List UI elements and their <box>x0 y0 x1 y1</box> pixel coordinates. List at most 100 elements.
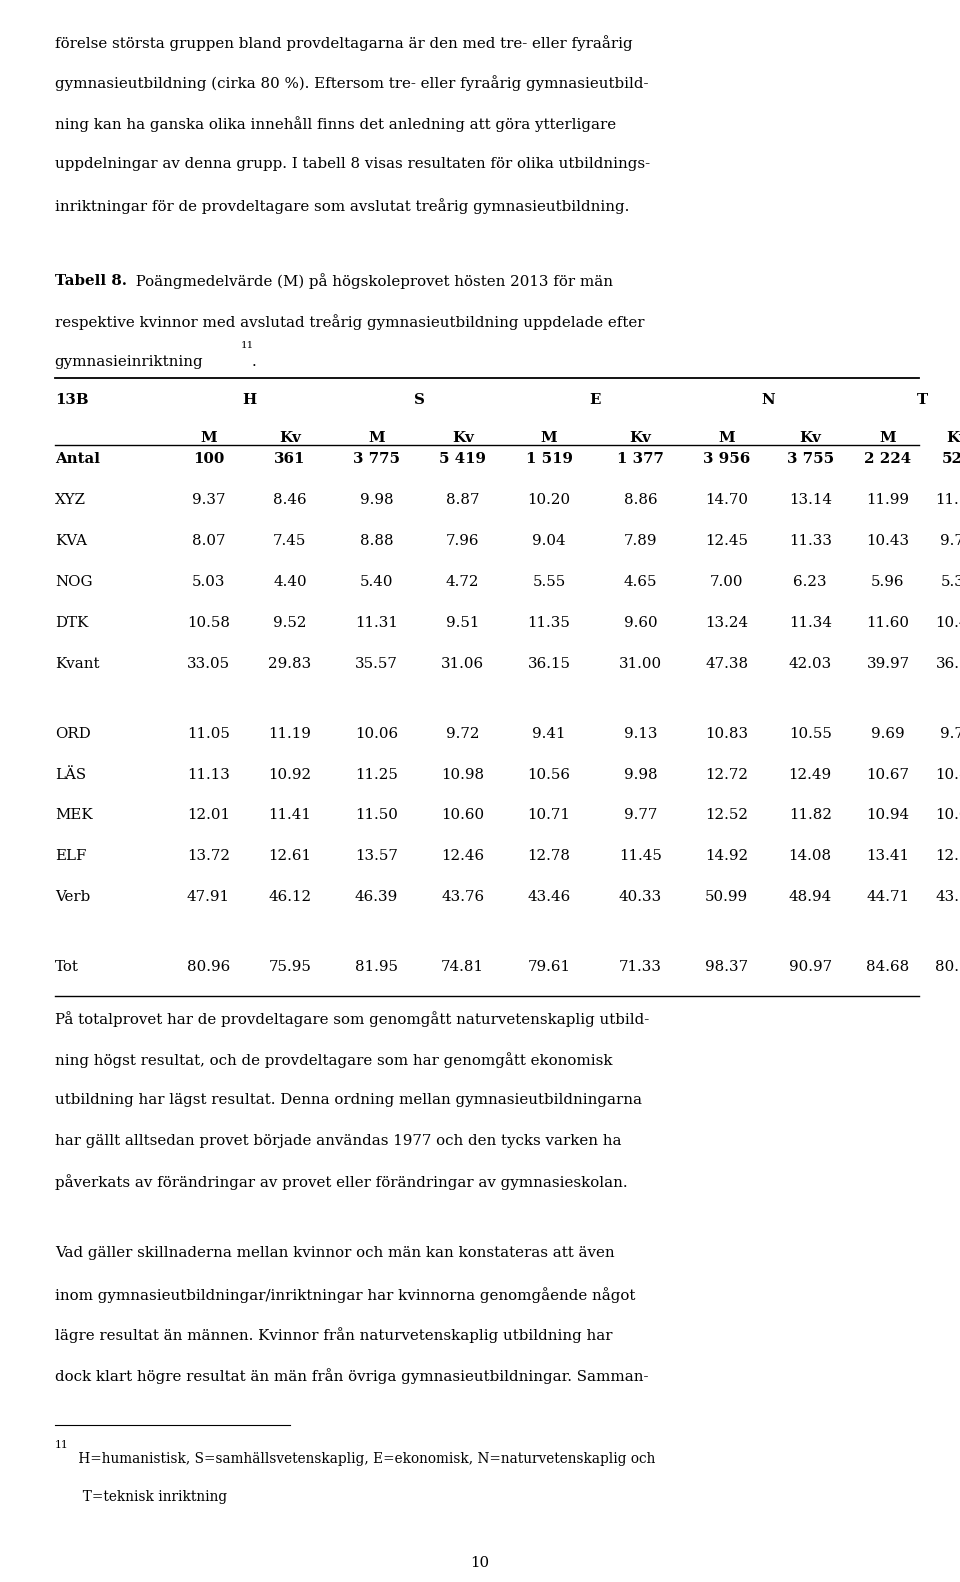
Text: 10.67: 10.67 <box>867 767 909 782</box>
Text: 11.19: 11.19 <box>936 494 960 508</box>
Text: 11.13: 11.13 <box>187 767 229 782</box>
Text: 8.87: 8.87 <box>446 494 479 508</box>
Text: 80.36: 80.36 <box>935 960 960 975</box>
Text: 10.89: 10.89 <box>936 767 960 782</box>
Text: 10.56: 10.56 <box>528 767 570 782</box>
Text: 526: 526 <box>942 452 960 467</box>
Text: 14.08: 14.08 <box>789 850 831 864</box>
Text: gymnasieinriktning: gymnasieinriktning <box>55 356 204 369</box>
Text: Kv: Kv <box>452 430 473 445</box>
Text: 12.61: 12.61 <box>269 850 311 864</box>
Text: 100: 100 <box>193 452 224 467</box>
Text: M: M <box>540 430 558 445</box>
Text: 12.49: 12.49 <box>789 767 831 782</box>
Text: 8.86: 8.86 <box>623 494 658 508</box>
Text: 11: 11 <box>55 1440 68 1449</box>
Text: 4.40: 4.40 <box>273 574 307 589</box>
Text: T=teknisk inriktning: T=teknisk inriktning <box>74 1490 228 1504</box>
Text: 10: 10 <box>470 1555 490 1569</box>
Text: 10.83: 10.83 <box>706 726 748 740</box>
Text: 9.13: 9.13 <box>624 726 657 740</box>
Text: 43.60: 43.60 <box>935 891 960 903</box>
Text: 39.97: 39.97 <box>867 657 909 671</box>
Text: 12.72: 12.72 <box>706 767 748 782</box>
Text: 12.45: 12.45 <box>706 535 748 547</box>
Text: respektive kvinnor med avslutad treårig gymnasieutbildning uppdelade efter: respektive kvinnor med avslutad treårig … <box>55 315 644 331</box>
Text: 11.35: 11.35 <box>528 615 570 630</box>
Text: M: M <box>368 430 385 445</box>
Text: 71.33: 71.33 <box>619 960 661 975</box>
Text: 47.38: 47.38 <box>706 657 748 671</box>
Text: 46.39: 46.39 <box>354 891 398 903</box>
Text: 10.06: 10.06 <box>355 726 397 740</box>
Text: Verb: Verb <box>55 891 90 903</box>
Text: 84.68: 84.68 <box>866 960 910 975</box>
Text: 9.51: 9.51 <box>446 615 479 630</box>
Text: Kv: Kv <box>630 430 651 445</box>
Text: 11.45: 11.45 <box>619 850 661 864</box>
Text: T: T <box>917 394 928 407</box>
Text: M: M <box>200 430 217 445</box>
Text: 11.31: 11.31 <box>355 615 397 630</box>
Text: 12.01: 12.01 <box>187 808 229 823</box>
Text: H=humanistisk, S=samhällsvetenskaplig, E=ekonomisk, N=naturvetenskaplig och: H=humanistisk, S=samhällsvetenskaplig, E… <box>74 1452 656 1467</box>
Text: 75.95: 75.95 <box>269 960 311 975</box>
Text: 47.91: 47.91 <box>187 891 229 903</box>
Text: 13.14: 13.14 <box>789 494 831 508</box>
Text: 44.71: 44.71 <box>867 891 909 903</box>
Text: 35.57: 35.57 <box>355 657 397 671</box>
Text: 9.77: 9.77 <box>624 808 657 823</box>
Text: 6.23: 6.23 <box>793 574 828 589</box>
Text: 43.76: 43.76 <box>442 891 484 903</box>
Text: MEK: MEK <box>55 808 92 823</box>
Text: 13.41: 13.41 <box>867 850 909 864</box>
Text: inom gymnasieutbildningar/inriktningar har kvinnorna genomgående något: inom gymnasieutbildningar/inriktningar h… <box>55 1286 636 1302</box>
Text: 5.40: 5.40 <box>360 574 393 589</box>
Text: 5.03: 5.03 <box>192 574 225 589</box>
Text: LÄS: LÄS <box>55 767 85 782</box>
Text: 13.57: 13.57 <box>355 850 397 864</box>
Text: 50.99: 50.99 <box>706 891 748 903</box>
Text: Tabell 8.: Tabell 8. <box>55 274 127 288</box>
Text: 31.06: 31.06 <box>442 657 484 671</box>
Text: Poängmedelvärde (M) på högskoleprovet hösten 2013 för män: Poängmedelvärde (M) på högskoleprovet hö… <box>131 274 612 290</box>
Text: 4.65: 4.65 <box>624 574 657 589</box>
Text: XYZ: XYZ <box>55 494 85 508</box>
Text: 11.25: 11.25 <box>355 767 397 782</box>
Text: 7.96: 7.96 <box>446 535 479 547</box>
Text: 10.94: 10.94 <box>867 808 909 823</box>
Text: 361: 361 <box>275 452 305 467</box>
Text: 13.72: 13.72 <box>187 850 229 864</box>
Text: 5.96: 5.96 <box>872 574 904 589</box>
Text: 11.41: 11.41 <box>269 808 311 823</box>
Text: 80.96: 80.96 <box>186 960 230 975</box>
Text: 8.46: 8.46 <box>273 494 307 508</box>
Text: 11.19: 11.19 <box>269 726 311 740</box>
Text: 48.94: 48.94 <box>788 891 832 903</box>
Text: 9.78: 9.78 <box>941 726 960 740</box>
Text: Tot: Tot <box>55 960 79 975</box>
Text: 81.95: 81.95 <box>355 960 397 975</box>
Text: 3 755: 3 755 <box>786 452 834 467</box>
Text: 3 956: 3 956 <box>703 452 751 467</box>
Text: 7.89: 7.89 <box>624 535 657 547</box>
Text: S: S <box>414 394 425 407</box>
Text: 9.98: 9.98 <box>623 767 658 782</box>
Text: 11.50: 11.50 <box>355 808 397 823</box>
Text: 8.07: 8.07 <box>192 535 225 547</box>
Text: 11: 11 <box>241 342 254 350</box>
Text: 10.60: 10.60 <box>442 808 484 823</box>
Text: förelse största gruppen bland provdeltagarna är den med tre- eller fyraårig: förelse största gruppen bland provdeltag… <box>55 35 633 51</box>
Text: 9.78: 9.78 <box>941 535 960 547</box>
Text: 13B: 13B <box>55 394 88 407</box>
Text: På totalprovet har de provdeltagare som genomgått naturvetenskaplig utbild-: På totalprovet har de provdeltagare som … <box>55 1011 649 1027</box>
Text: 13.24: 13.24 <box>706 615 748 630</box>
Text: dock klart högre resultat än män från övriga gymnasieutbildningar. Samman-: dock klart högre resultat än män från öv… <box>55 1368 648 1384</box>
Text: ning kan ha ganska olika innehåll finns det anledning att göra ytterligare: ning kan ha ganska olika innehåll finns … <box>55 117 616 133</box>
Text: 10.98: 10.98 <box>442 767 484 782</box>
Text: 9.69: 9.69 <box>871 726 905 740</box>
Text: N: N <box>761 394 776 407</box>
Text: påverkats av förändringar av provet eller förändringar av gymnasieskolan.: påverkats av förändringar av provet elle… <box>55 1174 627 1190</box>
Text: 42.03: 42.03 <box>788 657 832 671</box>
Text: 9.37: 9.37 <box>192 494 225 508</box>
